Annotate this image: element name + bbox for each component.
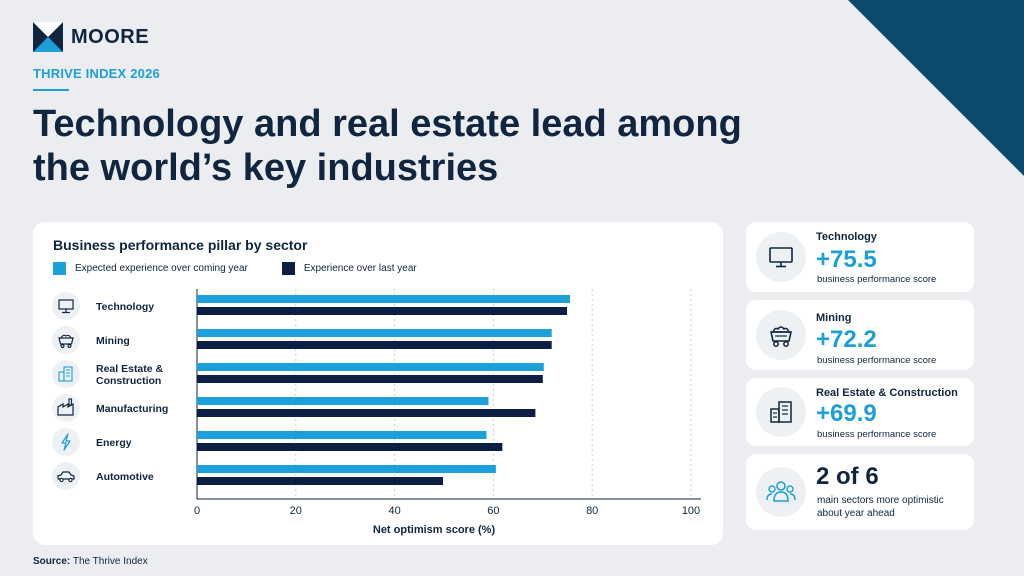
page-title: Technology and real estate lead among th… — [33, 103, 742, 189]
stat-card-technology: Technology +75.5 business performance sc… — [746, 222, 974, 292]
bar-expected — [197, 329, 552, 337]
monitor-icon — [58, 299, 74, 314]
category-label: Manufacturing — [96, 403, 168, 415]
bar-expected — [197, 465, 496, 473]
chart-card: Business performance pillar by sector Ex… — [33, 222, 723, 545]
stat-icon-wrap — [756, 310, 806, 360]
legend-label-last-year: Experience over last year — [303, 263, 417, 274]
corner-decoration — [848, 0, 1024, 176]
category-label: Automotive — [96, 471, 154, 483]
bar-chart: 0 20 40 60 80 100 Net optimism score (%) Techno… — [52, 289, 701, 536]
kicker-rule — [33, 89, 69, 91]
category-label: Energy — [96, 437, 132, 449]
moore-logo-icon — [33, 22, 63, 52]
stat-label: Mining — [816, 312, 852, 324]
legend-label-expected: Expected experience over coming year — [75, 263, 248, 274]
category-icon-bg — [52, 428, 80, 456]
bar-expected — [197, 295, 570, 303]
stat-sub: business performance score — [817, 429, 937, 440]
legend-item-expected: Expected experience over coming year — [53, 262, 248, 275]
chart-legend: Expected experience over coming year Exp… — [53, 262, 451, 275]
bar-expected — [197, 363, 544, 371]
x-tick-label: 0 — [194, 505, 200, 517]
stat-value: +72.2 — [816, 326, 877, 353]
bar-expected — [197, 431, 487, 439]
stat-label: Technology — [816, 231, 877, 243]
stat-icon-wrap — [756, 232, 806, 282]
summary-text: main sectors more optimistic about year … — [817, 495, 944, 519]
x-tick-label: 40 — [388, 505, 400, 517]
bar-expected — [197, 397, 489, 405]
factory-icon — [57, 398, 74, 416]
bar-last-year — [197, 477, 444, 485]
brand-logo: MOORE — [33, 22, 149, 52]
x-tick-label: 60 — [487, 505, 499, 517]
category-label: Real Estate & Construction — [96, 363, 164, 387]
stat-sub: business performance score — [817, 355, 937, 366]
summary-value: 2 of 6 — [816, 463, 879, 490]
buildings-icon — [58, 366, 73, 382]
x-tick-label: 80 — [586, 505, 598, 517]
legend-item-last-year: Experience over last year — [281, 262, 417, 275]
bar-last-year — [197, 443, 503, 451]
stat-icon-wrap — [756, 387, 806, 437]
lightning-icon — [61, 433, 71, 451]
stat-icon-wrap — [756, 467, 806, 517]
bar-last-year — [197, 341, 552, 349]
kicker: THRIVE INDEX 2026 — [33, 66, 160, 81]
legend-swatch-last-year — [281, 262, 295, 275]
stat-value: +69.9 — [816, 400, 877, 427]
bar-last-year — [197, 375, 543, 383]
stat-label: Real Estate & Construction — [816, 387, 958, 399]
category-icon-bg — [52, 360, 80, 388]
stat-value: +75.5 — [816, 246, 877, 273]
source-text: The Thrive Index — [72, 556, 148, 567]
buildings-icon — [770, 401, 792, 423]
people-icon — [766, 481, 796, 502]
x-tick-label: 20 — [290, 505, 302, 517]
category-icon-bg — [52, 326, 80, 354]
bar-last-year — [197, 409, 536, 417]
stat-card-mining: Mining +72.2 business performance score — [746, 300, 974, 370]
mining-cart-icon — [58, 334, 74, 348]
category-label: Mining — [96, 335, 130, 347]
brand-name: MOORE — [71, 25, 150, 48]
bar-last-year — [197, 307, 568, 315]
summary-card: 2 of 6 main sectors more optimistic abou… — [746, 454, 974, 530]
stat-sub: business performance score — [817, 274, 937, 285]
legend-swatch-expected — [53, 262, 66, 275]
monitor-icon — [769, 247, 793, 268]
chart-title: Business performance pillar by sector — [53, 237, 308, 253]
category-label: Technology — [96, 301, 154, 313]
x-axis-label: Net optimism score (%) — [373, 524, 496, 536]
stat-card-real-estate: Real Estate & Construction +69.9 busines… — [746, 378, 974, 446]
category-icon-bg — [52, 394, 80, 422]
car-icon — [57, 471, 75, 483]
source-note: Source: The Thrive Index — [33, 556, 148, 567]
category-icon-bg — [52, 292, 80, 320]
x-tick-label: 100 — [682, 505, 700, 517]
mining-cart-icon — [770, 326, 792, 347]
source-label: Source: — [33, 556, 71, 567]
category-icon-bg — [52, 462, 80, 490]
